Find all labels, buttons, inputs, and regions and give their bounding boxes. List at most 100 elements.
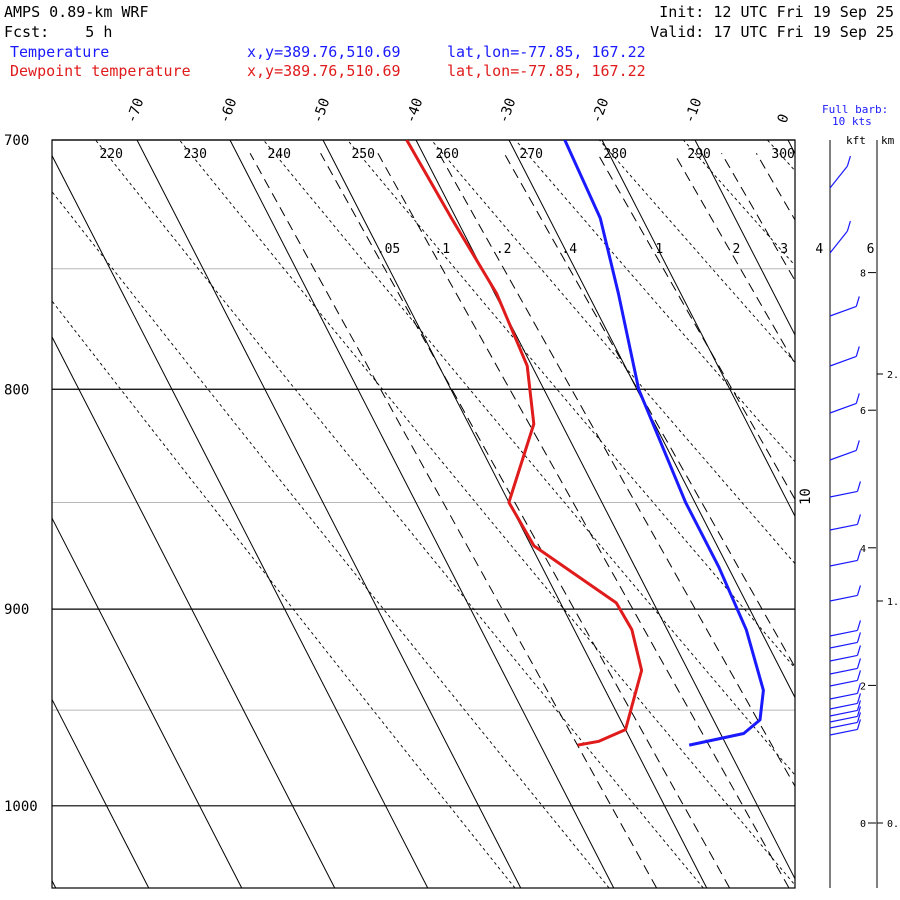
wind-barb-flag [855, 393, 860, 404]
kft-tick-label: 6 [860, 406, 866, 417]
chart-title: AMPS 0.89-km WRF [4, 3, 149, 21]
wind-barb-flag [856, 670, 862, 681]
isotherm-line [52, 879, 57, 888]
dry-adiabat [95, 140, 704, 888]
wind-barb-flag [856, 550, 862, 561]
wind-barb-flag [856, 645, 862, 656]
temperature-tick-label: -50 [310, 96, 334, 125]
side-label: 10 [798, 488, 814, 505]
isotherm-line [881, 140, 900, 888]
isotherm-line [601, 140, 795, 518]
wind-barb [829, 709, 858, 717]
wind-barb [829, 402, 857, 414]
wind-barb [829, 490, 858, 498]
temperature-xy: x,y=389.76,510.69 [247, 43, 401, 61]
wind-barb-flag [856, 719, 862, 730]
dry-adiabat [347, 140, 795, 669]
isotherm-line [136, 140, 522, 888]
mixing-ratio-line [438, 153, 795, 788]
pressure-tick-label: 700 [4, 133, 29, 149]
theta-label: 300 [771, 147, 794, 162]
wind-barb [829, 230, 848, 254]
theta-label: 240 [267, 147, 290, 162]
temperature-legend: Temperature [10, 43, 110, 61]
wind-barb [829, 594, 858, 602]
mixing-ratio-line [377, 153, 790, 888]
wind-barb [829, 355, 857, 367]
temperature-tick-label: -20 [589, 96, 613, 125]
mixing-ratio-label: 4 [815, 242, 823, 257]
wind-barb [829, 641, 858, 649]
mixing-ratio-line [721, 153, 795, 282]
wind-barb [829, 702, 858, 710]
wind-barb-flag [856, 693, 862, 704]
kft-tick-label: 2 [860, 681, 866, 692]
wind-barb-flag [855, 296, 860, 307]
mixing-ratio-label: .4 [561, 242, 577, 257]
plot-frame [51, 139, 796, 889]
dewpoint-latlon: lat,lon=-77.85, 167.22 [447, 62, 646, 80]
barb-title: Full barb: [822, 103, 888, 116]
km-tick-label: 0. [887, 819, 899, 830]
isotherm-line [52, 698, 150, 888]
wind-barb [829, 679, 858, 687]
wind-barb-flag [856, 632, 862, 643]
forecast-hour: Fcst: 5 h [4, 23, 113, 41]
barb-value: 10 kts [832, 115, 872, 128]
wind-barb-flag [846, 155, 851, 167]
wind-barb-flag [846, 220, 851, 232]
wind-barb [829, 667, 858, 675]
mixing-ratio-line [597, 153, 795, 501]
dewpoint-legend: Dewpoint temperature [10, 62, 191, 80]
wind-barb [829, 654, 858, 662]
valid-time: Valid: 17 UTC Fri 19 Sep 25 [650, 23, 894, 41]
wind-barb-flag [856, 683, 862, 694]
wind-barb-flag [856, 700, 862, 711]
kft-label: kft [846, 134, 866, 147]
temperature-tick-label: -30 [496, 96, 520, 125]
wind-barb [829, 305, 857, 317]
pressure-tick-label: 1000 [4, 799, 38, 815]
dry-adiabat [851, 140, 900, 888]
wind-barb-flag [856, 585, 862, 596]
dry-adiabat [263, 140, 795, 776]
temperature-latlon: lat,lon=-77.85, 167.22 [447, 43, 646, 61]
wind-barb-flag [856, 514, 862, 525]
dry-adiabat [179, 140, 795, 886]
wind-barb-flag [856, 658, 862, 669]
temperature-profile [563, 140, 765, 747]
pressure-tick-label: 900 [4, 602, 29, 618]
mixing-ratio-label: 2 [732, 242, 740, 257]
isotherm-line [508, 140, 795, 699]
temperature-tick-label: -60 [217, 96, 241, 125]
dewpoint-profile [405, 140, 644, 747]
isotherm-line [52, 154, 429, 888]
wind-barb-flag [855, 346, 860, 357]
kft-tick-label: 4 [860, 544, 866, 555]
theta-label: 270 [519, 147, 542, 162]
mixing-ratio-label: .05 [377, 242, 400, 257]
wind-barb-flag [855, 440, 860, 451]
wind-barb-flag [856, 620, 862, 631]
theta-label: 230 [183, 147, 206, 162]
dry-adiabat [599, 140, 795, 364]
temperature-tick-label: 0 [775, 112, 793, 125]
wind-barb [829, 728, 858, 736]
mixing-ratio-line [320, 153, 731, 888]
mixing-ratio-line [755, 153, 795, 221]
dewpoint-xy: x,y=389.76,510.69 [247, 62, 401, 80]
km-tick-label: 1. [887, 597, 899, 608]
wind-barb-flag [856, 481, 862, 492]
theta-label: 290 [687, 147, 710, 162]
isotherm-line [229, 140, 615, 888]
kft-tick-label: 0 [860, 819, 866, 830]
wind-barb [829, 721, 858, 729]
pressure-tick-label: 800 [4, 382, 29, 398]
temperature-tick-label: -70 [124, 96, 148, 125]
mixing-ratio-label: 3 [780, 242, 788, 257]
wind-barb-flag [856, 712, 862, 723]
wind-barb [829, 523, 858, 531]
theta-label: 280 [603, 147, 626, 162]
mixing-ratio-label: 6 [867, 242, 875, 257]
